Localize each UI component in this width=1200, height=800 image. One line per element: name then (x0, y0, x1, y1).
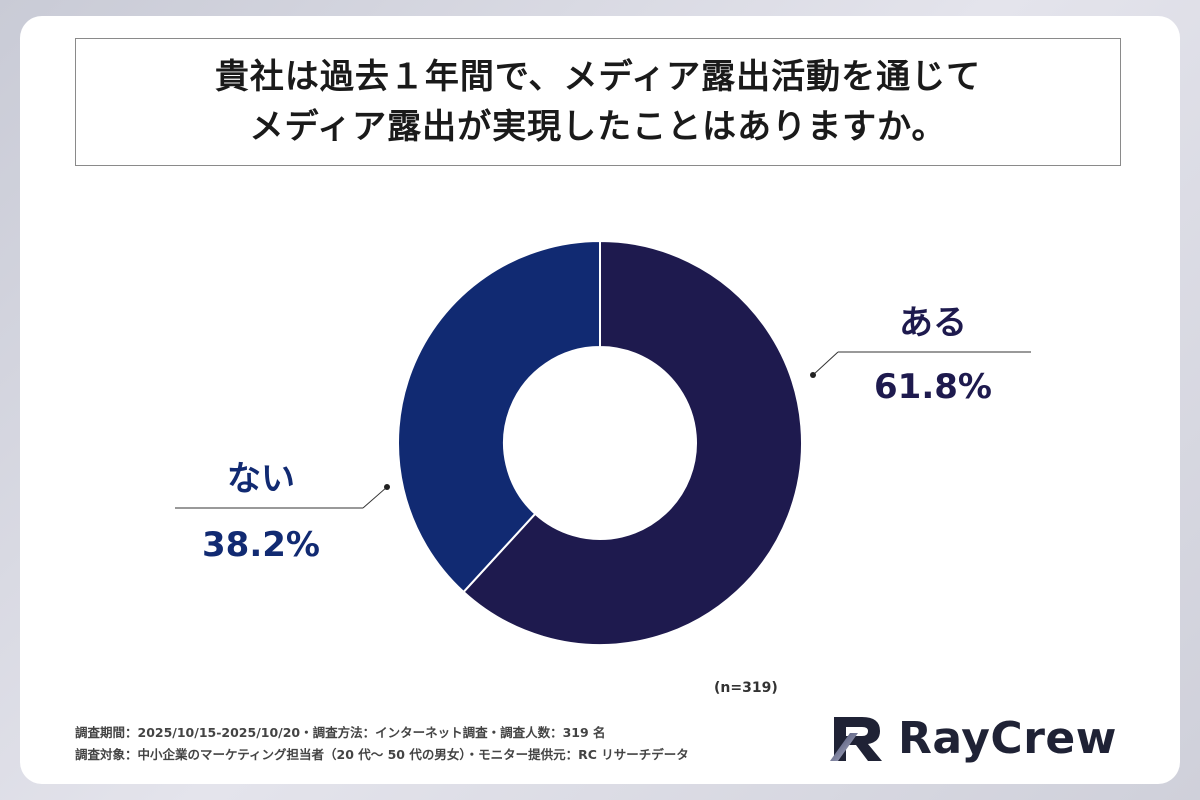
title-box: 貴社は過去１年間で、メディア露出活動を通じて メディア露出が実現したことはありま… (75, 38, 1121, 166)
slice-label-aru: ある (899, 303, 967, 343)
card: 貴社は過去１年間で、メディア露出活動を通じて メディア露出が実現したことはありま… (20, 16, 1180, 784)
footer-line-2: 調査対象：中小企業のマーケティング担当者（20 代～ 50 代の男女）・モニター… (75, 747, 689, 762)
donut-slice-nai (397, 239, 601, 594)
donut-slice-aru (462, 239, 803, 646)
label-group-aru: ある 61.8% (810, 303, 1031, 407)
leader-line-nai (362, 486, 388, 509)
logo-text: RayCrew (898, 712, 1117, 764)
survey-footer: 調査期間：2025/10/15-2025/10/20・調査方法：インターネット調… (75, 722, 689, 766)
slice-value-aru: 61.8% (874, 367, 992, 407)
leader-line-aru (812, 351, 839, 376)
title-line-2: メディア露出が実現したことはありますか。 (249, 107, 947, 147)
leader-dot-aru (810, 372, 816, 378)
leader-dot-nai (384, 484, 390, 490)
title-line-1: 貴社は過去１年間で、メディア露出活動を通じて (214, 57, 982, 97)
slice-value-nai: 38.2% (202, 525, 320, 565)
label-group-nai: ない 38.2% (175, 459, 390, 565)
raycrew-logo: RayCrew (828, 706, 1117, 770)
slice-label-nai: ない (227, 459, 295, 499)
donut-chart: ある 61.8% ない 38.2% (175, 239, 1031, 646)
raycrew-logo-icon (830, 717, 882, 761)
footer-line-1: 調査期間：2025/10/15-2025/10/20・調査方法：インターネット調… (75, 725, 606, 740)
sample-size-note: (n=319) (714, 680, 778, 696)
